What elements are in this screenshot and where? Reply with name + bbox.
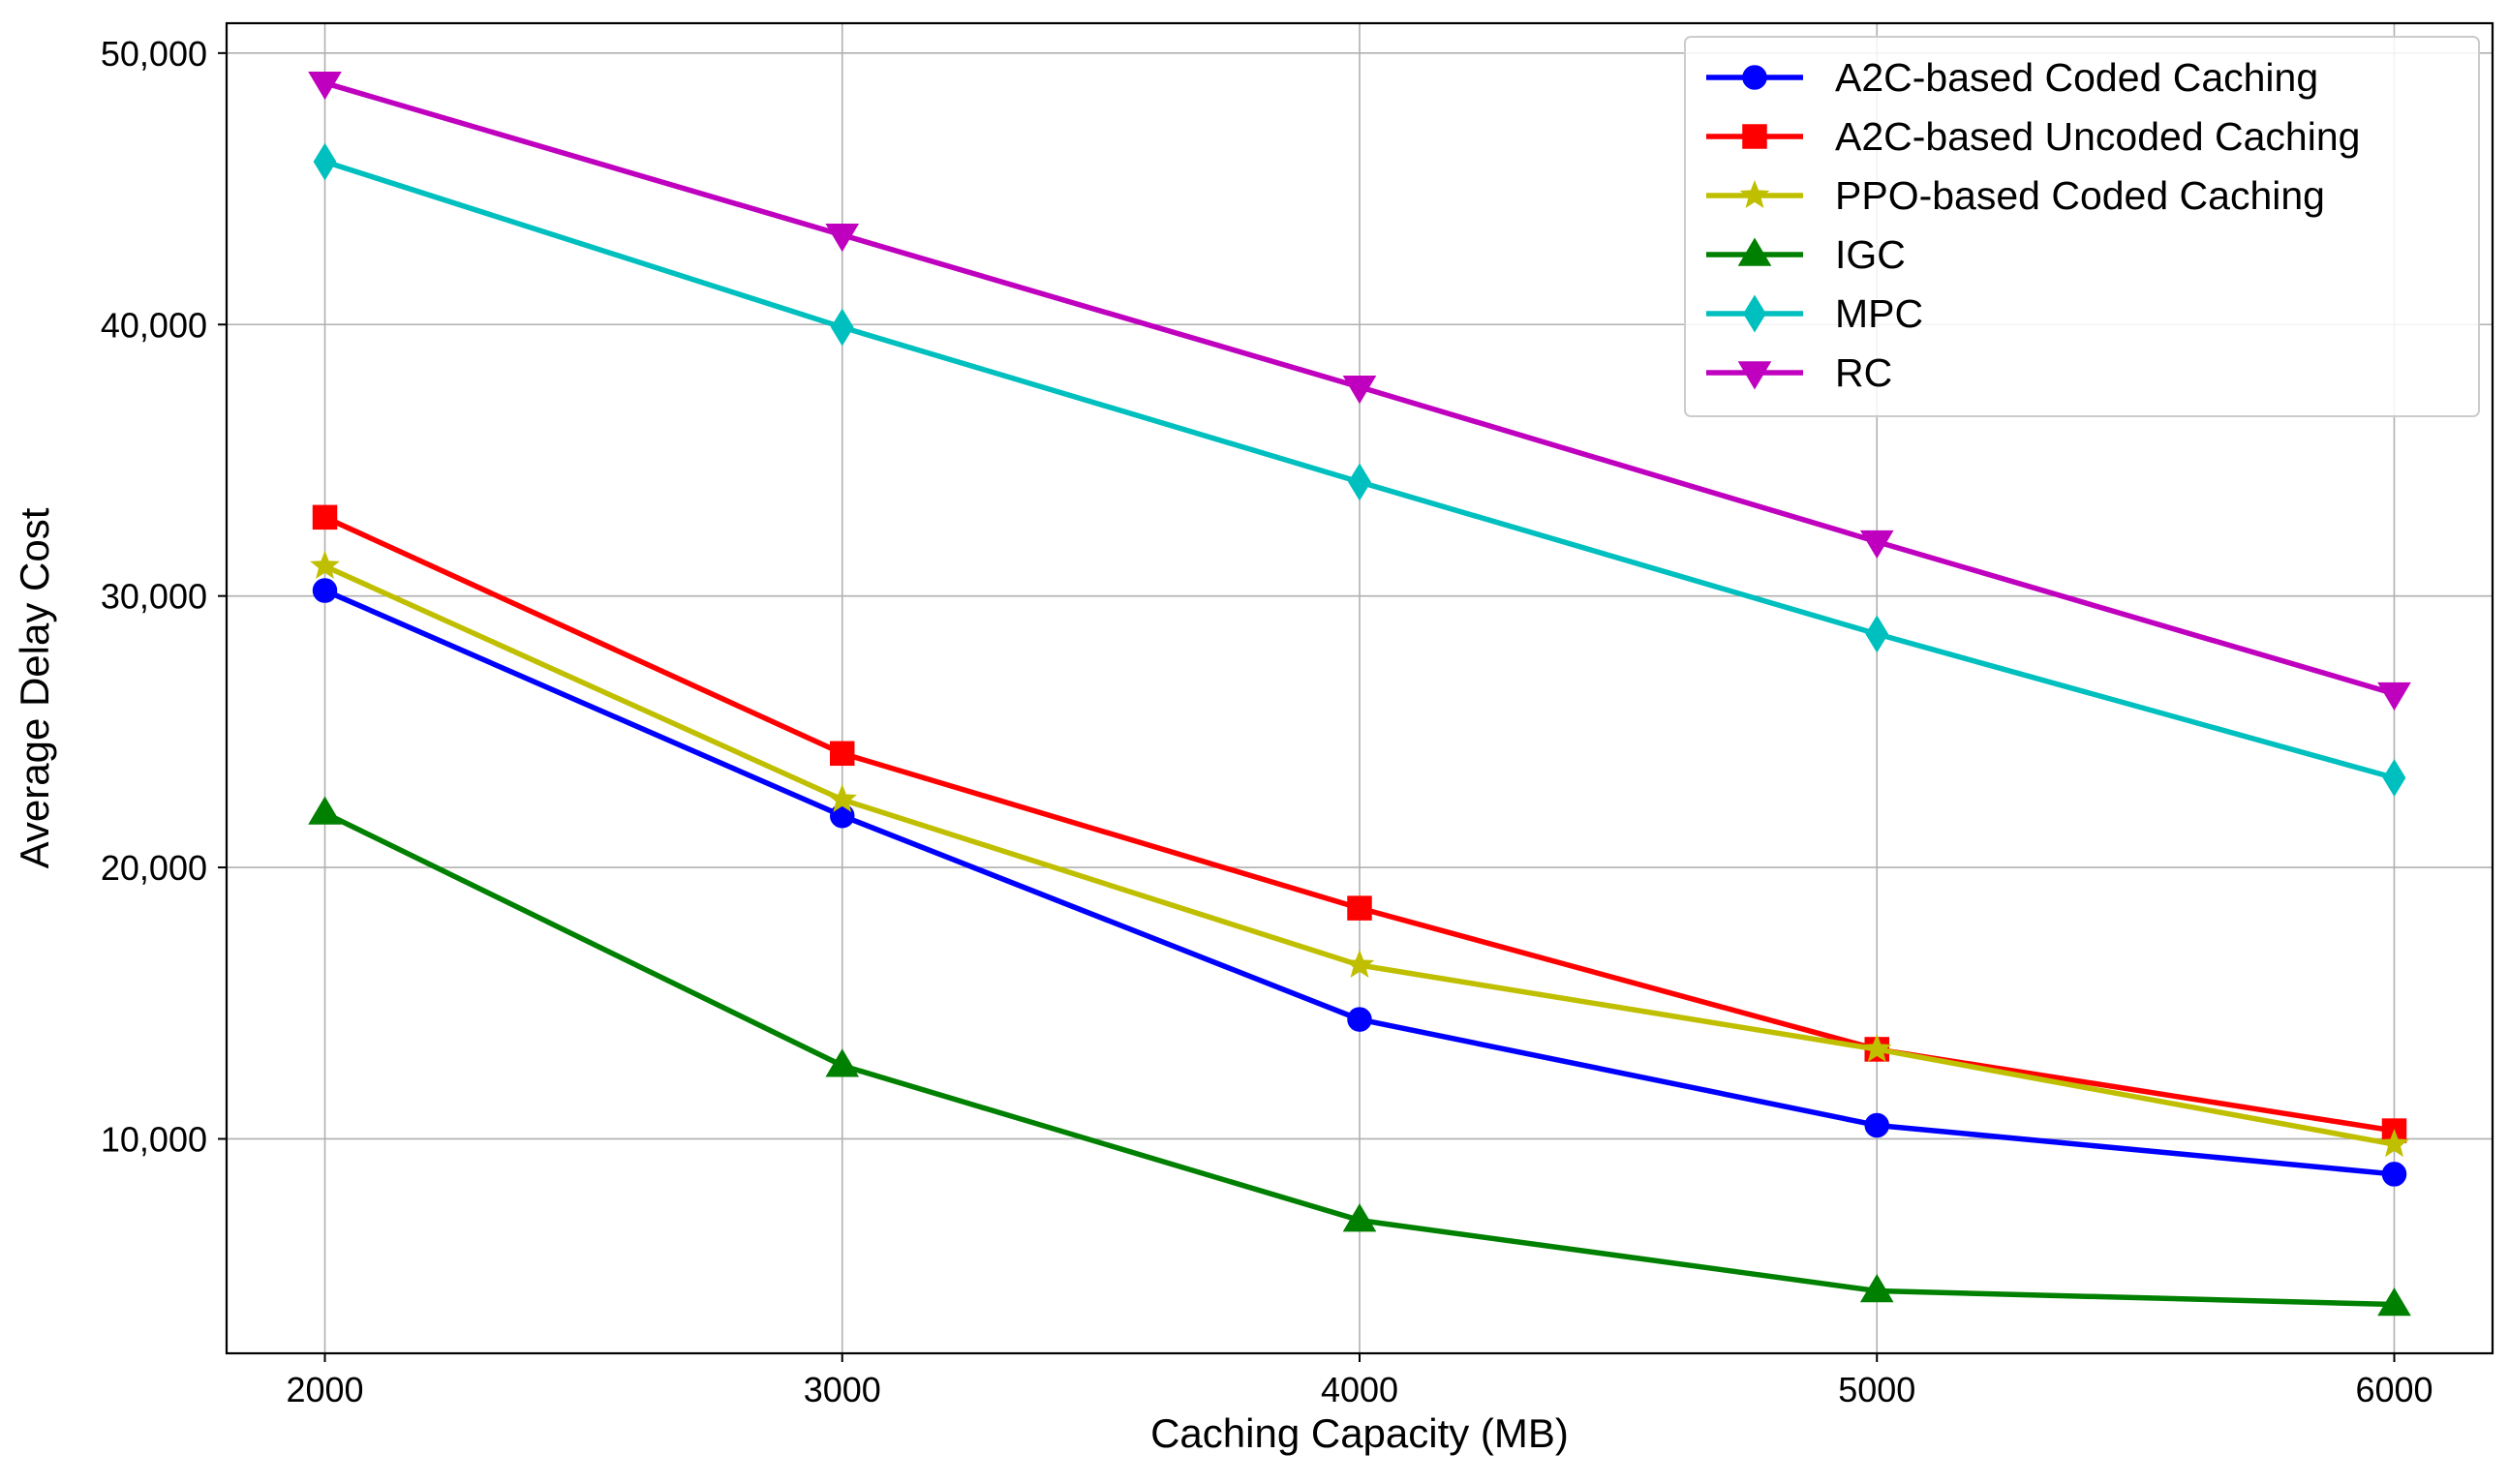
legend-entry: MPC [1706,291,1923,336]
data-point-marker [830,803,855,829]
data-point-marker [312,504,338,530]
y-tick-label: 10,000 [101,1119,207,1159]
y-tick-label: 50,000 [101,34,207,74]
data-point-marker [1864,1112,1889,1138]
y-tick-label: 20,000 [101,848,207,888]
x-tick-label: 2000 [286,1370,363,1409]
legend-label: RC [1835,350,1892,395]
legend: A2C-based Coded Caching A2C-based Uncoded… [1684,36,2480,417]
data-point-marker [2381,1162,2407,1187]
data-point-marker [1861,1033,1892,1062]
data-point-marker [1347,895,1372,921]
legend-marker [1739,179,1770,209]
legend-marker [1742,124,1767,149]
data-point-marker [2377,681,2411,712]
series-rc [308,71,2411,712]
data-point-marker [1344,949,1375,979]
data-point-marker [2379,1129,2409,1158]
x-tick-label: 4000 [1321,1370,1398,1409]
legend-label: MPC [1835,291,1923,336]
x-tick-label: 5000 [1838,1370,1915,1409]
data-point-marker [1342,375,1377,405]
legend-label: A2C-based Coded Caching [1835,55,2318,100]
legend-entry: PPO-based Coded Caching [1706,173,2325,218]
y-axis-label: Average Delay Cost [12,507,57,868]
x-axis-label: Caching Capacity (MB) [1150,1410,1569,1456]
series-ppo-based-coded-caching [310,550,2409,1158]
data-point-marker [1859,1274,1894,1303]
data-point-marker [313,142,337,181]
data-point-marker [310,550,340,579]
data-point-marker [2377,1287,2411,1317]
legend-entry: A2C-based Uncoded Caching [1706,114,2360,159]
series-mpc [313,142,2406,797]
legend-entry: RC [1706,350,1892,395]
data-point-marker [830,741,855,767]
data-point-marker [830,308,854,347]
data-point-marker [827,783,858,812]
legend-entry: A2C-based Coded Caching [1706,55,2318,100]
axis-ticks: 2000 3000 4000 5000 6000 10,000 20,000 30,000 40… [101,34,2433,1409]
data-point-marker [2382,759,2406,797]
legend-label: A2C-based Uncoded Caching [1835,114,2360,159]
data-point-marker [825,1048,860,1077]
y-tick-label: 40,000 [101,305,207,345]
data-point-marker [1859,530,1894,560]
x-tick-label: 3000 [804,1370,881,1409]
data-point-marker [308,796,342,825]
data-point-marker [1347,1007,1372,1032]
series-layer [308,71,2411,1317]
data-point-marker [312,578,338,603]
series-igc [308,796,2411,1317]
x-tick-label: 6000 [2355,1370,2433,1409]
series-a2c-based-coded-caching [312,578,2407,1187]
data-point-marker [1865,615,1889,653]
data-point-marker [1342,1203,1377,1232]
data-point-marker [1348,463,1371,501]
y-tick-label: 30,000 [101,577,207,617]
series-a2c-based-uncoded-caching [312,504,2407,1143]
legend-marker [1737,361,1772,390]
data-point-marker [308,71,342,101]
legend-label: PPO-based Coded Caching [1835,173,2325,218]
legend-marker [1737,237,1772,266]
legend-label: IGC [1835,232,1906,277]
legend-box [1684,36,2480,417]
legend-entry: IGC [1706,232,1906,277]
legend-marker [1742,65,1767,90]
data-point-marker [825,223,860,253]
legend-marker [1743,294,1766,333]
